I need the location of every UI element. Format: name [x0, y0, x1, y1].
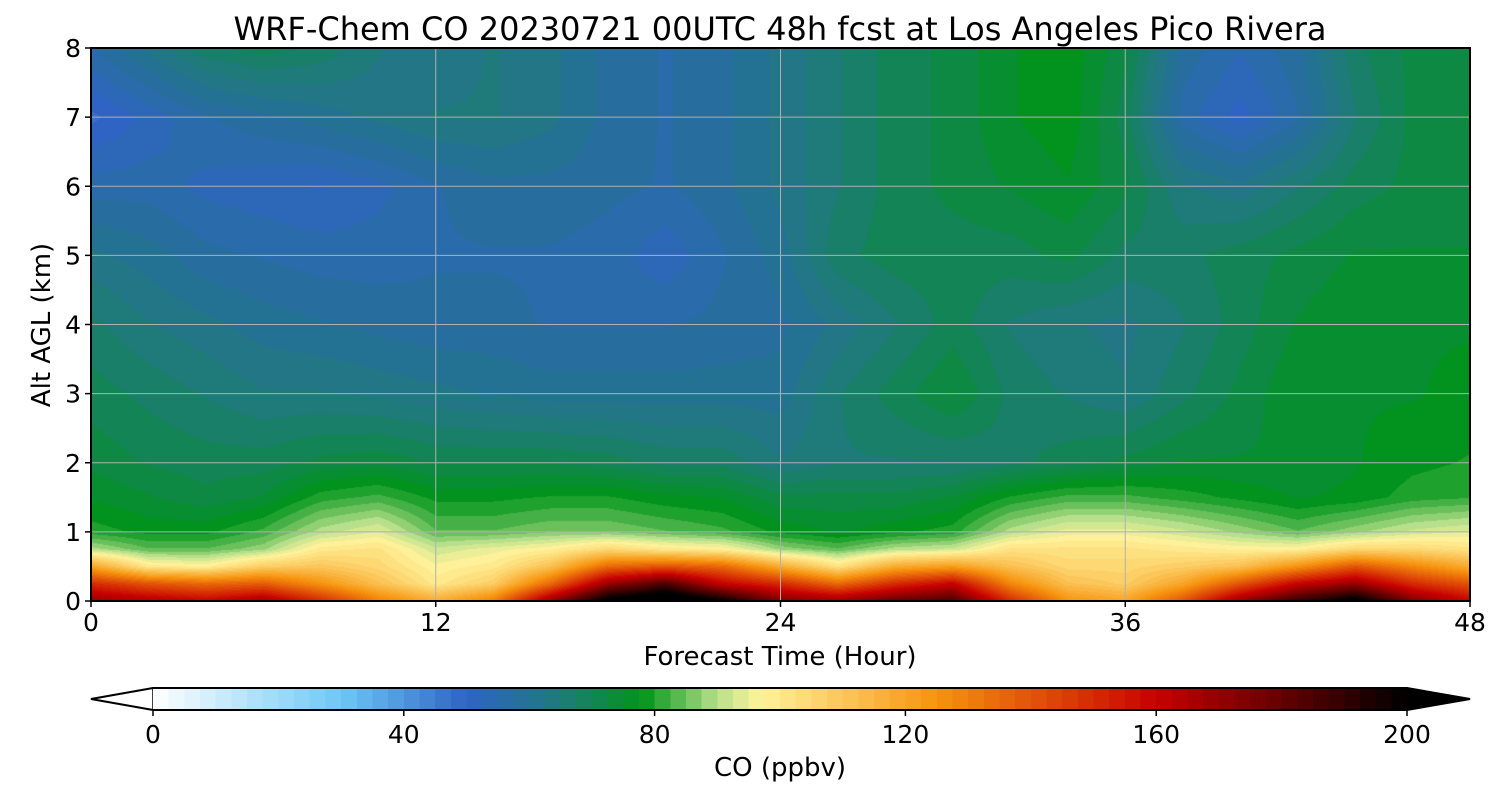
colorbar-tick-label: 0	[145, 720, 161, 749]
x-axis-label: Forecast Time (Hour)	[643, 642, 916, 672]
y-tick-label: 0	[65, 587, 81, 616]
x-tick-label: 12	[420, 608, 452, 637]
colorbar-tick-label: 120	[882, 720, 930, 749]
y-tick-label: 4	[65, 311, 81, 340]
y-tick-label: 3	[65, 380, 81, 409]
colorbar-tick-label: 200	[1383, 720, 1431, 749]
x-tick-label: 48	[1454, 608, 1486, 637]
colorbar-max-extend	[1406, 687, 1471, 711]
colorbar-tick-label: 80	[639, 720, 671, 749]
y-tick-label: 8	[65, 34, 81, 63]
x-axis-ticks: 0 12 24 36 48	[83, 601, 1486, 637]
colorbar-tick-label: 40	[388, 720, 420, 749]
x-tick-label: 24	[765, 608, 797, 637]
x-tick-label: 36	[1109, 608, 1141, 637]
colorbar: 0 40 80 120 160 200	[90, 687, 1471, 749]
y-tick-label: 7	[65, 103, 81, 132]
y-tick-label: 5	[65, 241, 81, 270]
colorbar-gradient	[153, 688, 1407, 710]
colorbar-min-extend	[90, 687, 154, 711]
y-axis-ticks: 0 1 2 3 4 5 6 7 8	[65, 34, 91, 616]
y-tick-label: 1	[65, 518, 81, 547]
y-axis-label: Alt AGL (km)	[27, 243, 57, 407]
colorbar-label: CO (ppbv)	[714, 753, 846, 783]
y-tick-label: 6	[65, 172, 81, 201]
x-tick-label: 0	[83, 608, 99, 637]
colorbar-ticks: 0 40 80 120 160 200	[145, 710, 1431, 749]
colorbar-tick-label: 160	[1132, 720, 1180, 749]
chart-title: WRF-Chem CO 20230721 00UTC 48h fcst at L…	[234, 10, 1327, 48]
y-tick-label: 2	[65, 449, 81, 478]
